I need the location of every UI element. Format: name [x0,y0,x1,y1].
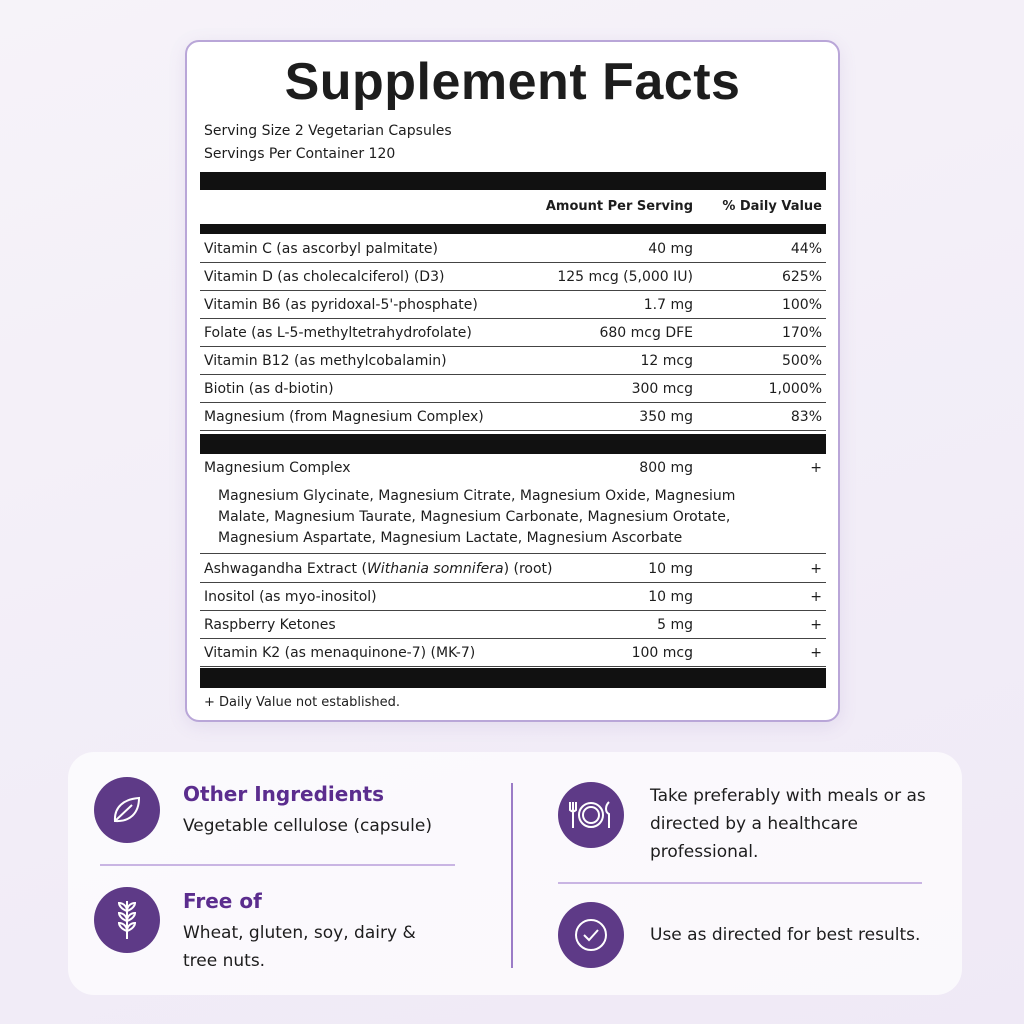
header: % Daily Value [722,199,822,214]
divider [511,783,513,968]
amount: 100 mcg [631,645,693,661]
nutrient-name: Inositol (as myo-inositol) [204,589,377,605]
daily-value: 83% [790,409,822,425]
daily-value: 500% [781,353,822,369]
fact-row: Vitamin K2 (as menaquinone-7) (MK-7) 100 … [200,639,826,667]
nutrient-name: Vitamin B12 (as methylcobalamin) [204,353,447,369]
daily-value: + [810,617,822,633]
amount: 5 mg [657,617,693,633]
daily-value: 1,000% [768,381,822,397]
divider [100,864,455,866]
complex-name: Magnesium Complex [204,460,351,476]
nutrient-name: Magnesium (from Magnesium Complex) [204,409,484,425]
fact-row: Vitamin B6 (as pyridoxal-5'-phosphate) 1.… [200,291,826,319]
nutrient-name: Folate (as L-5-methyltetrahydrofolate) [204,325,472,341]
name-part: Withania somnifera [366,561,504,577]
fact-row: Inositol (as myo-inositol) 10 mg + [200,583,826,611]
daily-value: + [810,561,822,577]
amount: 300 mcg [631,381,693,397]
amount: 125 mcg (5,000 IU) [557,269,693,285]
meal-icon [558,782,624,848]
fact-row: Folate (as L-5-methyltetrahydrofolate) 68… [200,319,826,347]
daily-value: + [810,645,822,661]
other-ingredients-text: Vegetable cellulose (capsule) [183,816,432,836]
daily-value: 44% [790,241,822,257]
amount: 1.7 mg [643,297,693,313]
rule [200,224,826,234]
complex: Magnesium Complex 800 mg + Magnesium Gly… [200,456,826,554]
nutrient-name: Vitamin B6 (as pyridoxal-5'-phosphate) [204,297,478,313]
fact-row: Vitamin D (as cholecalciferol) (D3) 125 m… [200,263,826,291]
thick-rule [200,434,826,454]
complex-amount: 800 mg [639,460,693,476]
title: Supplement Facts [284,53,741,111]
fact-row: Vitamin B12 (as methylcobalamin) 12 mcg 50… [200,347,826,375]
other-ingredients-title: Other Ingredients [183,782,385,806]
serving-size: Serving Size 2 Vegetarian Capsules [204,123,452,139]
daily-value: 100% [781,297,822,313]
nutrient-name: Ashwagandha Extract (Withania somnifera)… [204,561,552,577]
nutrient-name: Raspberry Ketones [204,617,336,633]
amount: 12 mcg [640,353,694,369]
take-text: Take preferably with meals or as directe… [650,786,926,862]
nutrient-name: Vitamin D (as cholecalciferol) (D3) [204,269,445,285]
amount: 40 mg [648,241,693,257]
name-part: Ashwagandha Extract ( [204,561,367,577]
wheat-icon [94,887,160,953]
amount: 10 mg [648,561,693,577]
complex-dv: + [810,460,822,476]
name-part: ) (root) [503,561,553,577]
nutrient-name: Biotin (as d-biotin) [204,381,334,397]
divider [558,882,922,884]
nutrient-name: Vitamin K2 (as menaquinone-7) (MK-7) [204,645,476,661]
use-text: Use as directed for best results. [650,925,921,945]
fact-row: Raspberry Ketones 5 mg + [200,611,826,639]
fact-row: Vitamin C (as ascorbyl palmitate) 40 mg 44… [200,235,826,263]
amount: 10 mg [648,589,693,605]
free-of-title: Free of [183,889,262,913]
leaf-icon [94,777,160,843]
fact-row: Magnesium (from Magnesium Complex) 350 mg… [200,403,826,431]
facts-card [185,40,840,722]
daily-value: + [810,589,822,605]
fact-row: Ashwagandha Extract (Withania somnifera)… [200,555,826,583]
servings-per-container: Servings Per Container 120 [204,146,396,162]
thick-rule [200,172,826,190]
info-panel [68,752,962,995]
check-icon [558,902,624,968]
fact-row: Biotin (as d-biotin) 300 mcg 1,000% [200,375,826,403]
thick-rule [200,668,826,688]
daily-value: 625% [781,269,822,285]
amount: 350 mg [639,409,693,425]
complex-detail: Magnesium Glycinate, Magnesium Citrate, … [218,488,736,546]
footnote: + Daily Value not established. [204,695,401,710]
daily-value: 170% [781,325,822,341]
amount: 680 mcg DFE [599,325,693,341]
nutrient-name: Vitamin C (as ascorbyl palmitate) [204,241,439,257]
header: Amount Per Serving [545,199,693,214]
free-of-text: Wheat, gluten, soy, dairy & tree nuts. [183,923,416,971]
